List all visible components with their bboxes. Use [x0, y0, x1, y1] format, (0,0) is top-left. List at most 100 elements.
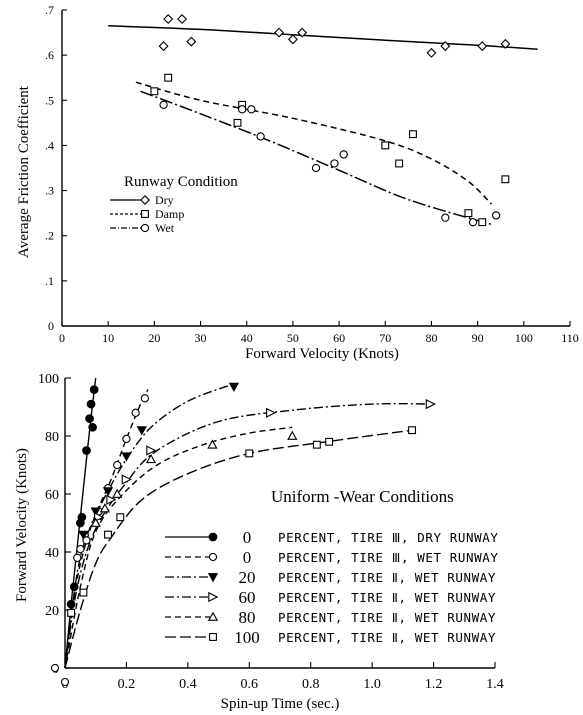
top-y-axis-label: Average Friction Coefficient — [16, 85, 32, 258]
top-point-wet — [247, 105, 256, 114]
top-point-dry — [440, 41, 451, 52]
bottom-point-3 — [121, 474, 132, 485]
bottom-point-2 — [136, 426, 147, 436]
top-point-wet — [491, 211, 501, 220]
bottom-legend-marker-4 — [207, 611, 219, 621]
top-point-wet — [330, 159, 339, 168]
top-x-tick-label: 60 — [333, 331, 345, 345]
bottom-y-tick-label: 40 — [45, 546, 59, 561]
top-data-points — [150, 14, 511, 227]
bottom-point-0 — [82, 446, 91, 455]
bottom-legend-marker-2 — [207, 573, 219, 583]
top-x-tick-label: 50 — [287, 331, 299, 345]
top-point-dry — [163, 14, 174, 25]
top-point-damp — [478, 218, 487, 227]
top-point-dry — [477, 41, 488, 52]
top-point-wet — [339, 150, 348, 159]
bottom-point-4 — [112, 488, 123, 498]
top-point-wet — [311, 163, 321, 173]
bottom-legend-text-0: PERCENT, TIRE Ⅲ, DRY RUNWAY — [278, 530, 499, 545]
top-point-wet — [441, 213, 450, 222]
bottom-point-2 — [121, 452, 132, 462]
bottom-point-5 — [245, 449, 254, 458]
bottom-legend-marker-5 — [209, 633, 217, 641]
bottom-legend-value-4: 80 — [239, 608, 256, 627]
top-legend-title: Runway Condition — [124, 174, 238, 190]
bottom-point-5 — [116, 513, 125, 522]
bottom-point-1 — [76, 544, 85, 554]
top-x-tick-label: 30 — [195, 331, 207, 345]
bottom-legend-items: 0 PERCENT, TIRE Ⅲ, DRY RUNWAY 0 PERCENT, TI… — [165, 528, 499, 647]
bottom-legend-value-1: 0 — [243, 548, 252, 567]
bottom-point-3 — [146, 445, 157, 456]
bottom-curve-1 — [64, 389, 149, 669]
bottom-legend: Uniform -Wear Conditions 0 PERCENT, TIRE … — [165, 487, 499, 647]
top-point-dry — [177, 14, 188, 25]
bottom-legend-text-5: PERCENT, TIRE Ⅱ, WET RUNWAY — [278, 630, 496, 645]
top-point-dry — [186, 36, 197, 47]
bottom-point-1 — [113, 460, 122, 470]
bottom-legend-value-2: 20 — [239, 568, 256, 587]
top-legend-label-wet: Wet — [155, 221, 175, 235]
bottom-legend-marker-3 — [208, 591, 219, 603]
top-point-damp — [501, 175, 510, 184]
bottom-point-5 — [79, 588, 88, 597]
bottom-x-axis-label: Spin-up Time (sec.) — [221, 696, 340, 712]
top-point-wet — [159, 100, 168, 109]
top-point-damp — [409, 130, 417, 139]
bottom-point-1 — [82, 536, 91, 545]
top-legend-label-dry: Dry — [155, 193, 174, 207]
bottom-curve-3 — [64, 402, 434, 669]
bottom-y-tick-label: 100 — [38, 372, 59, 387]
top-point-damp — [464, 209, 473, 218]
bottom-point-2 — [90, 507, 101, 517]
top-point-dry — [274, 27, 285, 38]
top-point-damp — [150, 87, 159, 96]
bottom-y-axis-label: Forward Velocity (Knots) — [14, 448, 30, 602]
bottom-x-tick-label: 0.4 — [179, 677, 197, 692]
bottom-point-0 — [77, 512, 87, 522]
top-fit-line-wet — [140, 90, 492, 226]
bottom-y-tick-label: 80 — [45, 430, 59, 445]
bottom-point-3 — [106, 494, 117, 505]
top-legend-label-damp: Damp — [155, 207, 184, 221]
top-point-wet — [256, 132, 265, 141]
top-point-wet — [237, 105, 247, 114]
bottom-legend-value-3: 60 — [239, 588, 256, 607]
bottom-point-1 — [140, 394, 150, 403]
bottom-point-2 — [102, 487, 114, 497]
top-point-damp — [233, 118, 242, 127]
bottom-point-1 — [73, 553, 82, 562]
bottom-point-1 — [122, 434, 131, 444]
bottom-x-tick-label: 0.2 — [118, 677, 136, 692]
top-x-tick-label: 10 — [102, 331, 114, 345]
bottom-x-origin-marker — [60, 677, 70, 687]
top-point-dry — [158, 41, 169, 52]
top-x-tick-label: 0 — [59, 331, 65, 345]
bottom-point-0 — [86, 399, 96, 409]
top-fit-line-damp — [135, 81, 493, 205]
bottom-point-4 — [145, 453, 157, 464]
top-x-tick-label: 100 — [515, 331, 533, 345]
bottom-legend-marker-1 — [208, 552, 218, 562]
bottom-point-0 — [88, 422, 97, 432]
bottom-y-origin-marker — [50, 663, 60, 673]
top-fit-lines — [108, 25, 538, 226]
top-legend-marker-damp — [141, 210, 149, 218]
top-y-tick-label: .1 — [45, 274, 54, 288]
bottom-x-tick-label: 1.4 — [486, 677, 504, 692]
top-ticks: 0 10 20 30 40 50 60 70 80 90 100 110 0 .1 .2 .3 .4 .5 .6 .7 — [45, 3, 579, 345]
bottom-y-tick-label: 60 — [45, 488, 59, 503]
bottom-legend-value-0: 0 — [243, 528, 252, 547]
bottom-point-5 — [312, 440, 321, 449]
bottom-point-4 — [99, 503, 111, 513]
top-y-tick-label: .6 — [45, 48, 54, 62]
bottom-y-tick-label: 20 — [45, 604, 59, 619]
bottom-legend-value-5: 100 — [234, 628, 260, 647]
bottom-point-1 — [131, 408, 140, 417]
bottom-point-5 — [408, 426, 417, 435]
spinup-chart: 00.20.40.60.81.01.21.4020406080100 Spin-… — [14, 372, 504, 712]
